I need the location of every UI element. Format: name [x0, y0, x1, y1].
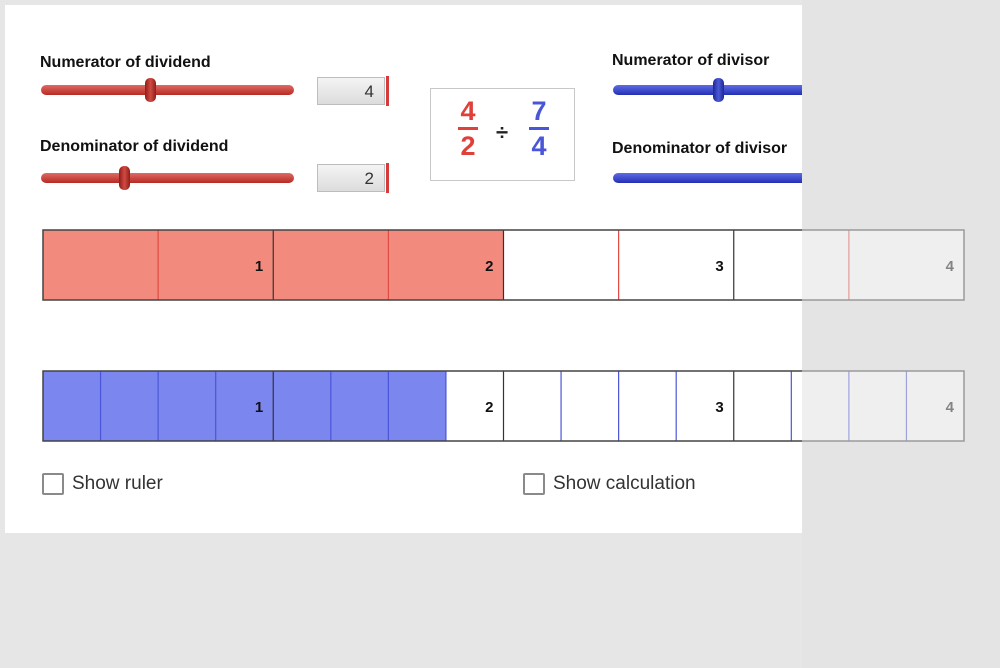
show-ruler-option[interactable]: Show ruler — [42, 473, 163, 495]
slider-track[interactable] — [41, 85, 294, 95]
numerator-dividend-slider[interactable] — [41, 78, 294, 102]
slider-track[interactable] — [41, 173, 294, 183]
denominator-divisor-slider[interactable] — [613, 166, 802, 190]
slider-thumb[interactable] — [713, 78, 724, 102]
fraction-bar — [458, 127, 478, 130]
numerator-dividend-value[interactable]: 4 — [317, 76, 389, 106]
numerator-divisor-slider[interactable] — [613, 78, 802, 102]
division-sign: ÷ — [496, 120, 509, 145]
show-calculation-option[interactable]: Show calculation — [523, 473, 696, 495]
denominator-divisor-label: Denominator of divisor — [612, 140, 788, 157]
slider-thumb[interactable] — [119, 166, 130, 190]
dividend-bar-unit-label: 4 — [946, 258, 955, 275]
divisor-fraction: 7 4 — [527, 97, 551, 160]
show-ruler-label[interactable]: Show ruler — [72, 473, 163, 494]
divisor-numerator: 7 — [531, 96, 547, 126]
denominator-dividend-slider[interactable] — [41, 166, 294, 190]
divisor-denominator: 4 — [531, 131, 547, 161]
slider-track[interactable] — [613, 85, 802, 95]
show-calculation-checkbox[interactable] — [523, 473, 545, 495]
dividend-denominator: 2 — [460, 131, 476, 161]
dividend-fraction: 4 2 — [456, 97, 480, 160]
fraction-bar — [529, 127, 549, 130]
disabled-overlay — [802, 0, 1000, 668]
show-calculation-label[interactable]: Show calculation — [553, 473, 696, 494]
divisor-bar-unit-label: 4 — [946, 399, 955, 416]
fraction-expression: 4 2 ÷ 7 4 — [430, 88, 575, 181]
denominator-dividend-label: Denominator of dividend — [40, 138, 229, 155]
numerator-dividend-label: Numerator of dividend — [40, 54, 211, 71]
dividend-numerator: 4 — [460, 96, 476, 126]
slider-track[interactable] — [613, 173, 802, 183]
show-ruler-checkbox[interactable] — [42, 473, 64, 495]
applet-panel: Numerator of dividend 4 Denominator of d… — [5, 5, 802, 533]
slider-thumb[interactable] — [145, 78, 156, 102]
denominator-dividend-value[interactable]: 2 — [317, 163, 389, 193]
numerator-divisor-label: Numerator of divisor — [612, 52, 770, 69]
